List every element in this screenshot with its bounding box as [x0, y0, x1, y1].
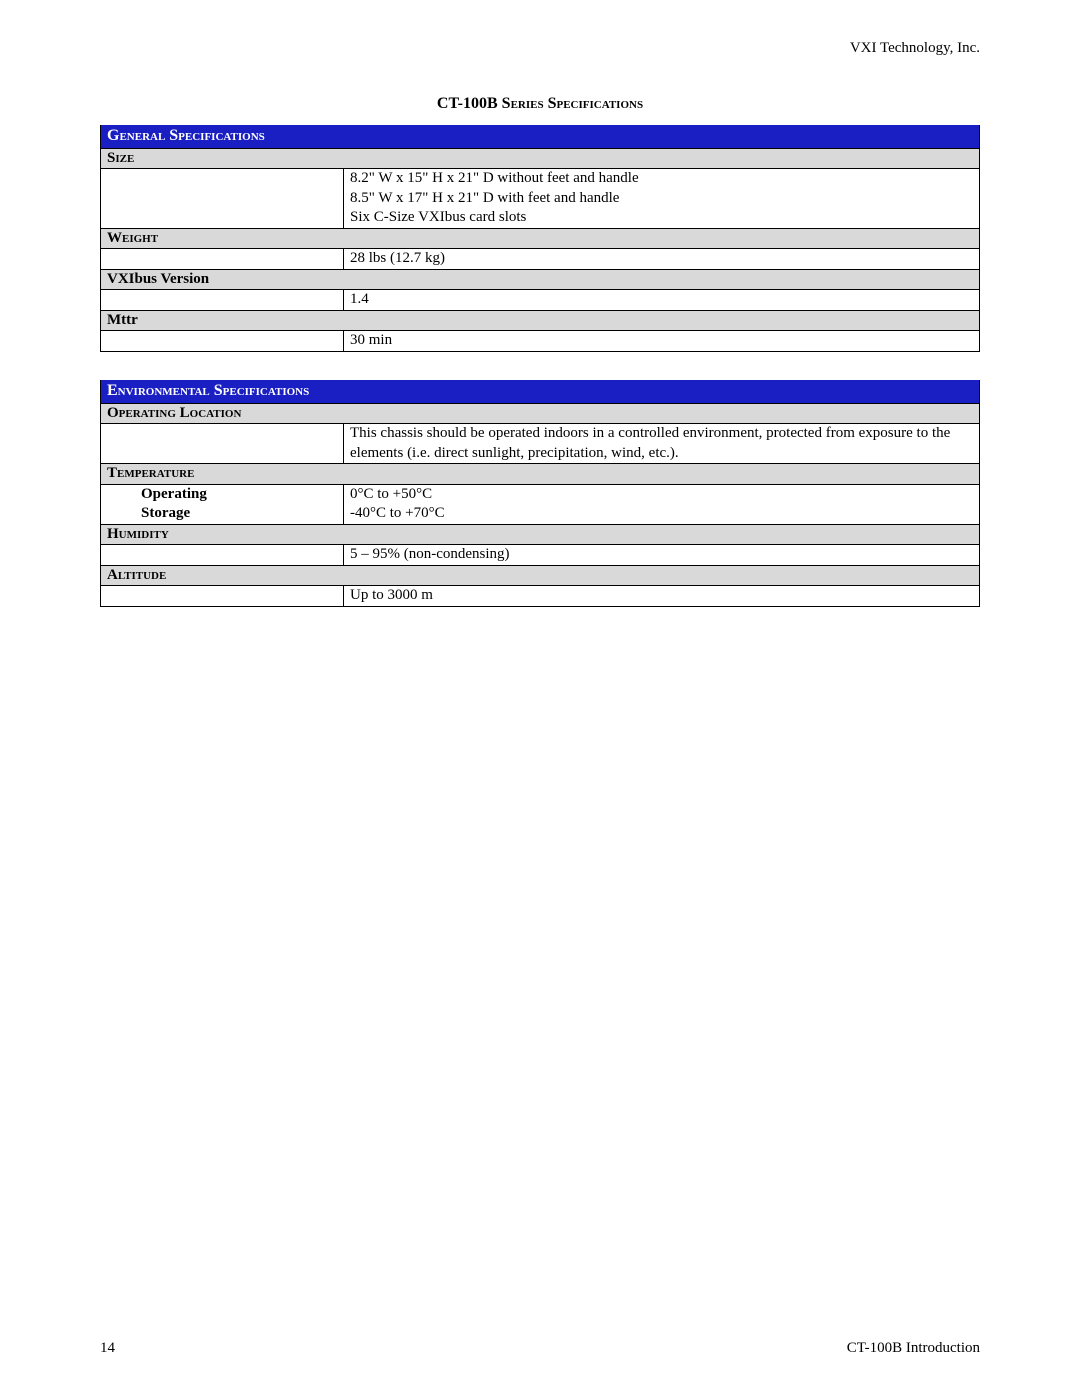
- section-header-row: General Specifications: [101, 125, 980, 148]
- value-label-cell: [101, 169, 344, 189]
- subheader-cell: Altitude: [101, 565, 980, 586]
- table-row: 8.5" W x 17" H x 21" D with feet and han…: [101, 189, 980, 209]
- spec-tables: General SpecificationsSize8.2" W x 15" H…: [100, 125, 980, 607]
- table-row: Operating 0°C to +50°C: [101, 484, 980, 504]
- value-label-cell: [101, 586, 344, 607]
- section-header-cell: Environmental Specifications: [101, 380, 980, 403]
- value-label-cell: [101, 208, 344, 228]
- value-cell: Six C-Size VXIbus card slots: [344, 208, 980, 228]
- value-label-cell: [101, 545, 344, 566]
- spec-table: General SpecificationsSize8.2" W x 15" H…: [100, 125, 980, 352]
- table-row: Operating Location: [101, 403, 980, 424]
- doc-reference: CT-100B Introduction: [847, 1340, 980, 1357]
- title-model: CT-100B: [437, 95, 498, 112]
- value-cell: 30 min: [344, 331, 980, 352]
- subheader-cell: Mttr: [101, 310, 980, 331]
- value-label-cell: Storage: [101, 504, 344, 524]
- section-header-row: Environmental Specifications: [101, 380, 980, 403]
- section-header-cell: General Specifications: [101, 125, 980, 148]
- subheader-cell: Weight: [101, 228, 980, 249]
- table-row: 5 – 95% (non-condensing): [101, 545, 980, 566]
- subheader-cell: Operating Location: [101, 403, 980, 424]
- value-label-cell: [101, 290, 344, 311]
- table-row: Temperature: [101, 464, 980, 485]
- table-row: 28 lbs (12.7 kg): [101, 249, 980, 270]
- company-header: VXI Technology, Inc.: [100, 40, 980, 57]
- value-cell: 1.4: [344, 290, 980, 311]
- page: VXI Technology, Inc. CT-100B Series Spec…: [0, 0, 1080, 1397]
- value-label-cell: Operating: [101, 484, 344, 504]
- spec-table: Environmental SpecificationsOperating Lo…: [100, 380, 980, 607]
- page-footer: 14 CT-100B Introduction: [100, 1340, 980, 1357]
- table-row: Up to 3000 m: [101, 586, 980, 607]
- subheader-cell: Humidity: [101, 524, 980, 545]
- table-row: Weight: [101, 228, 980, 249]
- value-cell: -40°C to +70°C: [344, 504, 980, 524]
- table-row: VXIbus Version: [101, 269, 980, 290]
- value-cell: Up to 3000 m: [344, 586, 980, 607]
- table-row: This chassis should be operated indoors …: [101, 424, 980, 464]
- table-row: 1.4: [101, 290, 980, 311]
- table-row: 8.2" W x 15" H x 21" D without feet and …: [101, 169, 980, 189]
- page-number: 14: [100, 1340, 115, 1357]
- table-row: 30 min: [101, 331, 980, 352]
- value-label: Storage: [107, 505, 190, 521]
- value-cell: 5 – 95% (non-condensing): [344, 545, 980, 566]
- table-row: Six C-Size VXIbus card slots: [101, 208, 980, 228]
- value-label-cell: [101, 424, 344, 464]
- value-cell: 28 lbs (12.7 kg): [344, 249, 980, 270]
- table-row: Altitude: [101, 565, 980, 586]
- value-cell: 0°C to +50°C: [344, 484, 980, 504]
- document-title: CT-100B Series Specifications: [100, 95, 980, 113]
- value-label-cell: [101, 189, 344, 209]
- table-row: Size: [101, 148, 980, 169]
- value-label-cell: [101, 331, 344, 352]
- value-label-cell: [101, 249, 344, 270]
- value-label: Operating: [107, 486, 207, 502]
- subheader-cell: Temperature: [101, 464, 980, 485]
- value-cell: This chassis should be operated indoors …: [344, 424, 980, 464]
- subheader-cell: Size: [101, 148, 980, 169]
- table-row: Mttr: [101, 310, 980, 331]
- table-row: Humidity: [101, 524, 980, 545]
- value-cell: 8.5" W x 17" H x 21" D with feet and han…: [344, 189, 980, 209]
- title-rest: Series Specifications: [502, 95, 643, 112]
- value-cell: 8.2" W x 15" H x 21" D without feet and …: [344, 169, 980, 189]
- table-row: Storage -40°C to +70°C: [101, 504, 980, 524]
- subheader-cell: VXIbus Version: [101, 269, 980, 290]
